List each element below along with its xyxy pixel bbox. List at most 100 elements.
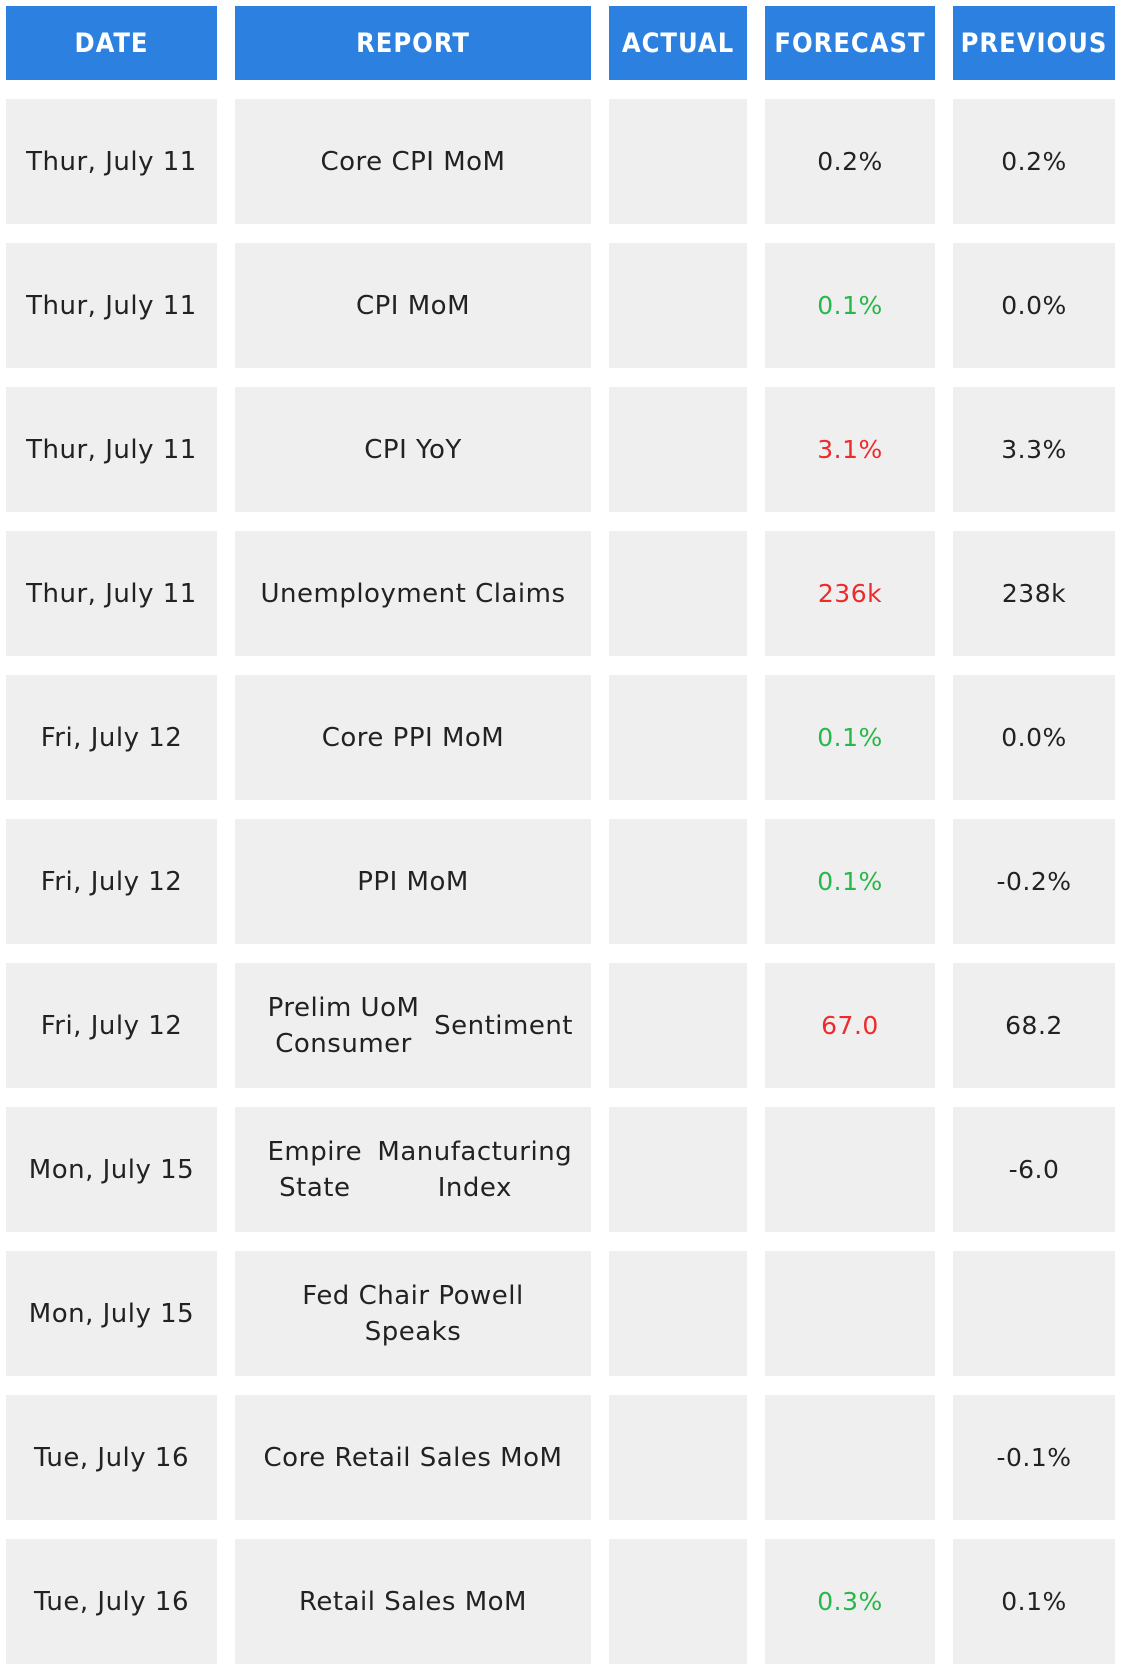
row-spacer [609, 1088, 747, 1107]
forecast-cell: 67.0 [765, 963, 935, 1088]
row-spacer [235, 1088, 591, 1107]
report-cell: Retail Sales MoM [235, 1539, 591, 1664]
date-cell: Fri, July 12 [6, 963, 217, 1088]
forecast-cell: 236k [765, 531, 935, 656]
row-spacer [953, 1376, 1115, 1395]
actual-cell [609, 1395, 747, 1520]
actual-cell [609, 387, 747, 512]
row-spacer [609, 80, 747, 99]
date-cell: Mon, July 15 [6, 1251, 217, 1376]
forecast-cell: 0.1% [765, 819, 935, 944]
date-cell: Fri, July 12 [6, 675, 217, 800]
row-spacer [765, 1232, 935, 1251]
header-report: REPORT [235, 6, 591, 80]
header-date: DATE [6, 6, 217, 80]
row-spacer [609, 1520, 747, 1539]
report-cell: Core CPI MoM [235, 99, 591, 224]
row-spacer [6, 224, 217, 243]
row-spacer [6, 1376, 217, 1395]
row-spacer [235, 656, 591, 675]
previous-cell: 0.0% [953, 243, 1115, 368]
header-previous: PREVIOUS [953, 6, 1115, 80]
actual-cell [609, 963, 747, 1088]
row-spacer [235, 80, 591, 99]
row-spacer [609, 944, 747, 963]
actual-cell [609, 675, 747, 800]
date-cell: Tue, July 16 [6, 1395, 217, 1520]
row-spacer [953, 1520, 1115, 1539]
row-spacer [235, 944, 591, 963]
header-actual: ACTUAL [609, 6, 747, 80]
report-cell: Prelim UoM Consumer Sentiment [235, 963, 591, 1088]
date-cell: Mon, July 15 [6, 1107, 217, 1232]
row-spacer [235, 800, 591, 819]
date-cell: Thur, July 11 [6, 243, 217, 368]
row-spacer [953, 800, 1115, 819]
report-cell-line: Sentiment [434, 1010, 573, 1041]
previous-cell: 238k [953, 531, 1115, 656]
previous-cell: -6.0 [953, 1107, 1115, 1232]
economic-calendar-table: DATE REPORT ACTUAL FORECAST PREVIOUS Thu… [6, 6, 1116, 1664]
row-spacer [609, 512, 747, 531]
actual-cell [609, 243, 747, 368]
report-cell: Core Retail Sales MoM [235, 1395, 591, 1520]
date-cell: Thur, July 11 [6, 99, 217, 224]
forecast-cell: 0.2% [765, 99, 935, 224]
previous-cell: -0.2% [953, 819, 1115, 944]
report-cell-line: Prelim UoM Consumer [267, 992, 420, 1059]
row-spacer [765, 656, 935, 675]
forecast-cell: 0.1% [765, 675, 935, 800]
report-cell: PPI MoM [235, 819, 591, 944]
row-spacer [953, 224, 1115, 243]
date-cell: Thur, July 11 [6, 531, 217, 656]
report-cell: Fed Chair Powell Speaks [235, 1251, 591, 1376]
row-spacer [765, 1088, 935, 1107]
row-spacer [953, 512, 1115, 531]
row-spacer [6, 512, 217, 531]
header-forecast: FORECAST [765, 6, 935, 80]
previous-cell: 0.1% [953, 1539, 1115, 1664]
row-spacer [953, 656, 1115, 675]
forecast-cell [765, 1107, 935, 1232]
row-spacer [609, 224, 747, 243]
row-spacer [953, 1232, 1115, 1251]
forecast-cell: 0.3% [765, 1539, 935, 1664]
row-spacer [953, 1088, 1115, 1107]
row-spacer [6, 944, 217, 963]
row-spacer [953, 368, 1115, 387]
row-spacer [235, 1520, 591, 1539]
row-spacer [6, 80, 217, 99]
row-spacer [765, 80, 935, 99]
row-spacer [235, 224, 591, 243]
actual-cell [609, 531, 747, 656]
date-cell: Tue, July 16 [6, 1539, 217, 1664]
previous-cell [953, 1251, 1115, 1376]
previous-cell: -0.1% [953, 1395, 1115, 1520]
row-spacer [765, 1520, 935, 1539]
row-spacer [765, 800, 935, 819]
report-cell-line: Empire State [267, 1136, 363, 1203]
row-spacer [6, 1520, 217, 1539]
row-spacer [6, 1088, 217, 1107]
row-spacer [765, 944, 935, 963]
row-spacer [6, 800, 217, 819]
row-spacer [235, 1376, 591, 1395]
report-cell: Unemployment Claims [235, 531, 591, 656]
forecast-cell [765, 1395, 935, 1520]
row-spacer [953, 944, 1115, 963]
previous-cell: 0.2% [953, 99, 1115, 224]
row-spacer [765, 1376, 935, 1395]
actual-cell [609, 1539, 747, 1664]
row-spacer [235, 1232, 591, 1251]
row-spacer [765, 368, 935, 387]
report-cell: Core PPI MoM [235, 675, 591, 800]
report-cell: Empire State Manufacturing Index [235, 1107, 591, 1232]
previous-cell: 0.0% [953, 675, 1115, 800]
date-cell: Fri, July 12 [6, 819, 217, 944]
forecast-cell: 0.1% [765, 243, 935, 368]
forecast-cell: 3.1% [765, 387, 935, 512]
forecast-cell [765, 1251, 935, 1376]
row-spacer [235, 512, 591, 531]
row-spacer [6, 368, 217, 387]
row-spacer [609, 656, 747, 675]
